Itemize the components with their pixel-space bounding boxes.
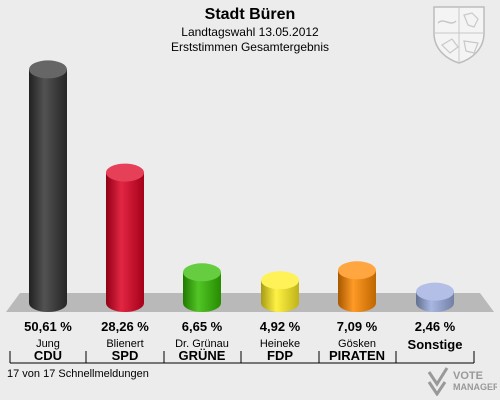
party-label: GRÜNE [179, 348, 226, 363]
bar-piraten [338, 270, 376, 312]
bar-top-piraten [338, 261, 376, 280]
candidate-label: Blienert [106, 338, 143, 350]
logo-line2: MANAGER [453, 382, 497, 392]
candidate-label: Jung [36, 338, 60, 350]
bar-grüne [183, 272, 221, 312]
vote-manager-logo: VOTE MANAGER [427, 367, 497, 396]
party-label: Sonstige [408, 337, 463, 352]
candidate-label: Dr. Grünau [175, 338, 229, 350]
logo-line1: VOTE [453, 370, 483, 382]
candidate-label: Heineke [260, 338, 300, 350]
bar-top-sonstige [416, 282, 454, 301]
value-label: 7,09 % [337, 319, 378, 334]
party-label: SPD [112, 348, 139, 363]
reporting-status: 17 von 17 Schnellmeldungen [7, 368, 149, 380]
value-label: 28,26 % [101, 319, 149, 334]
candidate-label: Gösken [338, 338, 376, 350]
bar-spd [106, 172, 144, 312]
coat-of-arms-icon [433, 6, 485, 64]
party-label: FDP [267, 348, 293, 363]
value-label: 50,61 % [24, 319, 72, 334]
value-label: 2,46 % [415, 319, 456, 334]
bar-top-fdp [261, 271, 299, 290]
bar-top-grüne [183, 263, 221, 282]
value-label: 4,92 % [260, 319, 301, 334]
chart-subtitle-result: Erststimmen Gesamtergebnis [170, 40, 330, 54]
bar-top-spd [106, 163, 144, 182]
value-label: 6,65 % [182, 319, 223, 334]
chart-title: Stadt Büren [204, 6, 296, 23]
bar-cdu [29, 69, 67, 313]
bar-top-cdu [29, 60, 67, 79]
party-label: CDU [34, 348, 62, 363]
party-label: PIRATEN [329, 348, 385, 363]
bar-fdp [261, 280, 299, 312]
chart-subtitle-election: Landtagswahl 13.05.2012 [181, 25, 319, 39]
